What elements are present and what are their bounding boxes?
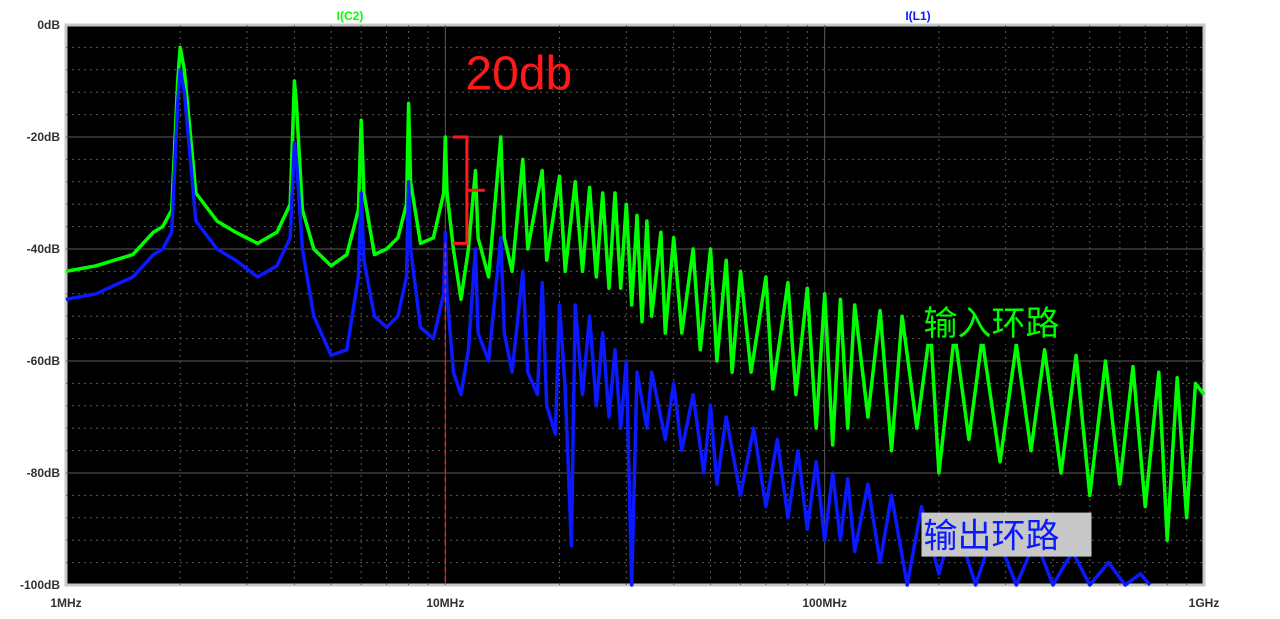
- series-layer: [65, 45, 1206, 587]
- series-il1-line: [65, 68, 1152, 587]
- delta-bracket: [452, 135, 485, 245]
- legend-il1: I(L1): [905, 9, 930, 23]
- y-tick-label: -80dB: [27, 466, 61, 480]
- callout-in-loop-bg: [921, 299, 1092, 344]
- series-ic2-line: [65, 45, 1206, 542]
- axes: 0dB -20dB -40dB -60dB -80dB -100dB 1MHz 10MHz 10…: [20, 18, 1219, 610]
- x-tick-label: 1GHz: [1189, 596, 1220, 610]
- delta-label: 20db: [465, 47, 572, 100]
- callout-out-loop-bg: [921, 512, 1092, 557]
- x-tick-label: 1MHz: [50, 596, 81, 610]
- callout-in-loop-label: 输入环路: [924, 304, 1060, 344]
- legend-ic2: I(C2): [337, 9, 364, 23]
- legend: I(C2) I(L1): [337, 9, 931, 23]
- y-tick-label: -20dB: [27, 130, 61, 144]
- y-tick-label: -60dB: [27, 354, 61, 368]
- x-tick-label: 100MHz: [802, 596, 847, 610]
- y-tick-label: 0dB: [37, 18, 60, 32]
- y-tick-label: -40dB: [27, 242, 61, 256]
- x-tick-label: 10MHz: [426, 596, 464, 610]
- y-tick-label: -100dB: [20, 578, 60, 592]
- callout-out-loop-label: 输出环路: [924, 517, 1060, 557]
